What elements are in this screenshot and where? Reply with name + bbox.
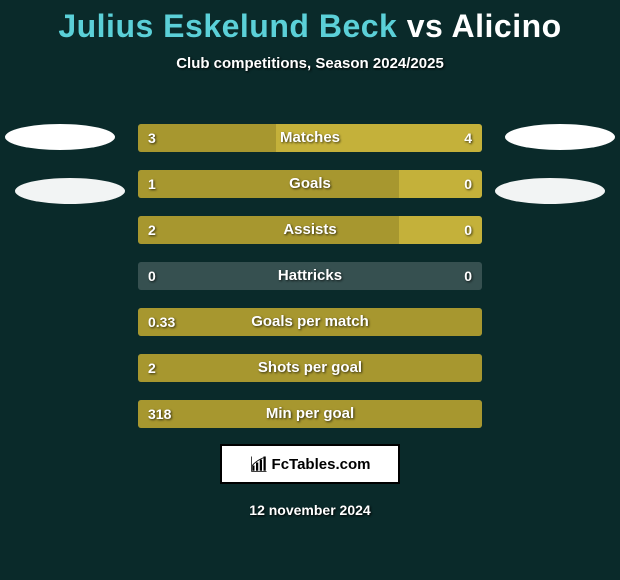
bar-value-left: 2 — [148, 216, 156, 244]
bar-row: Matches3 4 — [138, 124, 482, 152]
decoration-ellipse-left-2 — [15, 178, 125, 204]
bar-row: Goals per match0.33 — [138, 308, 482, 336]
bar-row: Shots per goal2 — [138, 354, 482, 382]
bar-value-right: 0 — [464, 262, 472, 290]
bar-label: Goals — [138, 170, 482, 198]
page-title: Julius Eskelund Beck vs Alicino — [0, 0, 620, 45]
decoration-ellipse-right-1 — [505, 124, 615, 150]
subtitle: Club competitions, Season 2024/2025 — [0, 55, 620, 72]
date-text: 12 november 2024 — [0, 502, 620, 518]
bar-value-left: 2 — [148, 354, 156, 382]
bar-label: Hattricks — [138, 262, 482, 290]
bar-row: Goals1 0 — [138, 170, 482, 198]
bar-value-left: 1 — [148, 170, 156, 198]
branding-box: FcTables.com — [220, 444, 400, 484]
bar-value-right: 0 — [464, 216, 472, 244]
bar-label: Min per goal — [138, 400, 482, 428]
bar-value-left: 318 — [148, 400, 171, 428]
title-right: vs Alicino — [397, 8, 561, 44]
bar-row: Hattricks0 0 — [138, 262, 482, 290]
bar-value-left: 3 — [148, 124, 156, 152]
bar-value-left: 0 — [148, 262, 156, 290]
bar-label: Shots per goal — [138, 354, 482, 382]
bar-value-right: 4 — [464, 124, 472, 152]
title-left: Julius Eskelund Beck — [58, 8, 397, 44]
bar-label: Assists — [138, 216, 482, 244]
branding-text: FcTables.com — [272, 456, 371, 473]
bar-row: Min per goal318 — [138, 400, 482, 428]
bar-value-left: 0.33 — [148, 308, 175, 336]
bar-label: Matches — [138, 124, 482, 152]
bar-value-right: 0 — [464, 170, 472, 198]
decoration-ellipse-right-2 — [495, 178, 605, 204]
chart-icon — [250, 455, 268, 473]
comparison-bars: Matches34Goals10Assists20Hattricks00Goal… — [138, 124, 482, 446]
bar-label: Goals per match — [138, 308, 482, 336]
bar-row: Assists2 0 — [138, 216, 482, 244]
decoration-ellipse-left-1 — [5, 124, 115, 150]
